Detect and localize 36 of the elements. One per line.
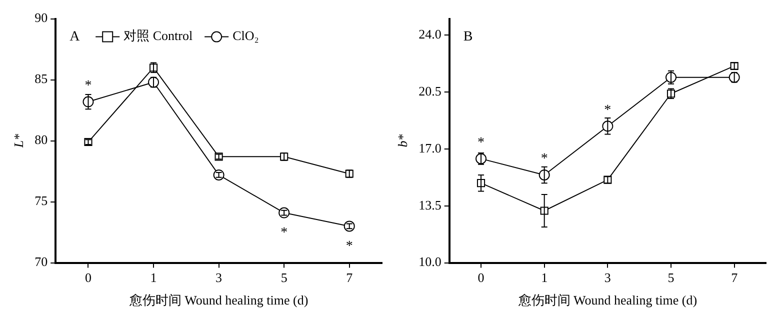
annotation: * — [604, 102, 612, 118]
y-tick-label: 13.5 — [418, 197, 442, 212]
x-tick-label: 7 — [731, 270, 738, 286]
annotation: * — [346, 238, 353, 254]
x-tick-label: 0 — [478, 270, 484, 286]
y-tick-label: 24.0 — [418, 26, 442, 42]
annotation: * — [280, 225, 288, 240]
x-tick-label: 7 — [346, 270, 354, 286]
annotation: * — [540, 152, 548, 167]
y-tick-label: 17.0 — [418, 140, 442, 156]
x-tick-label: 3 — [604, 270, 611, 286]
x-tick-label: 1 — [541, 270, 548, 286]
y-tick-label: 75 — [34, 193, 48, 208]
x-axis-title: 愈伤时间 Wound healing time (d) — [128, 292, 308, 308]
annotation: * — [478, 135, 485, 150]
x-tick-label: 1 — [150, 270, 157, 286]
y-tick-label: 70 — [34, 254, 48, 270]
annotation: B — [463, 29, 473, 44]
x-tick-label: 0 — [84, 270, 92, 286]
annotation: * — [84, 78, 92, 94]
annotation: A — [70, 29, 81, 44]
point — [278, 207, 290, 218]
legend-label: 对照 Control — [124, 28, 193, 44]
y-tick-label: 20.5 — [418, 83, 442, 98]
x-tick-label: 5 — [280, 270, 288, 286]
x-tick-label: 3 — [216, 270, 222, 286]
y-tick-label: 80 — [34, 132, 48, 148]
legend-label: ClO₂ — [232, 28, 259, 44]
x-axis-title: 愈伤时间 Wound healing time (d) — [517, 292, 698, 308]
y-axis-title: b* — [395, 134, 410, 148]
point — [213, 169, 224, 180]
x-tick-label: 5 — [668, 270, 674, 286]
y-axis-title: L* — [11, 133, 26, 149]
y-tick-label: 10.0 — [418, 254, 442, 270]
y-tick-label: 85 — [34, 71, 48, 86]
y-tick-label: 90 — [34, 10, 48, 26]
